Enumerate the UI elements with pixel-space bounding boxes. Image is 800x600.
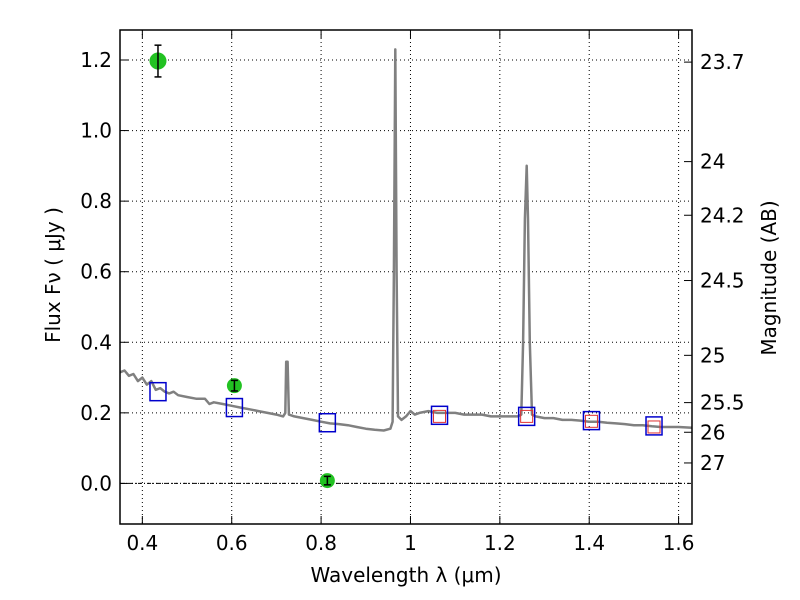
x-axis-title: Wavelength λ (μm) [310,563,501,587]
model-photometry-square [645,416,663,436]
x-tick-label: 0.6 [216,531,248,555]
model-photometry-square-red [433,409,447,423]
right-axis-ticks: 23.7 24 24.2 24.5 25 25.5 26 27 [684,50,745,475]
y-tick-label: 1.0 [80,119,112,143]
model-photometry-square [517,406,536,427]
grid [120,30,692,524]
x-tick-label: 1.2 [484,531,516,555]
model-photometry-square-red [520,409,534,423]
x-axis-ticks: 0.4 0.6 0.8 1 1.2 1.4 1.6 [126,30,695,555]
y-tick-label: 0.4 [80,330,112,354]
right-tick-label: 23.7 [700,50,745,74]
y-tick-label: 1.2 [80,48,112,72]
right-axis-title: Magnitude (AB) [757,200,781,355]
x-tick-label: 0.4 [126,531,158,555]
model-photometry-square-red [584,414,598,428]
x-tick-label: 0.8 [305,531,337,555]
right-tick-label: 24.2 [700,203,745,227]
x-tick-label: 1.4 [573,531,605,555]
x-tick-label: 1 [404,531,417,555]
y-axis-ticks: 0.0 0.2 0.4 0.6 0.8 1.0 1.2 [80,48,128,495]
model-photometry-square [318,412,337,433]
right-tick-label: 27 [700,451,725,475]
right-tick-label: 25 [700,343,725,367]
x-tick-label: 1.6 [663,531,695,555]
y-tick-label: 0.0 [80,471,112,495]
model-photometry-square [430,405,449,426]
model-spectrum-line [119,48,693,432]
right-tick-label: 24 [700,150,725,174]
series-group [119,44,693,489]
y-tick-label: 0.6 [80,260,112,284]
model-photometry-square-red [647,420,661,434]
right-tick-label: 25.5 [700,391,745,415]
plot-frame [119,29,693,525]
model-photometry-square [582,410,601,431]
y-axis-title: Flux Fν ( μJy ) [41,207,65,343]
y-tick-label: 0.2 [80,401,112,425]
right-tick-label: 26 [700,420,725,444]
model-photometry-square [225,397,244,418]
right-tick-label: 24.5 [700,269,745,293]
y-tick-label: 0.8 [80,189,112,213]
model-photometry-square [149,381,167,402]
